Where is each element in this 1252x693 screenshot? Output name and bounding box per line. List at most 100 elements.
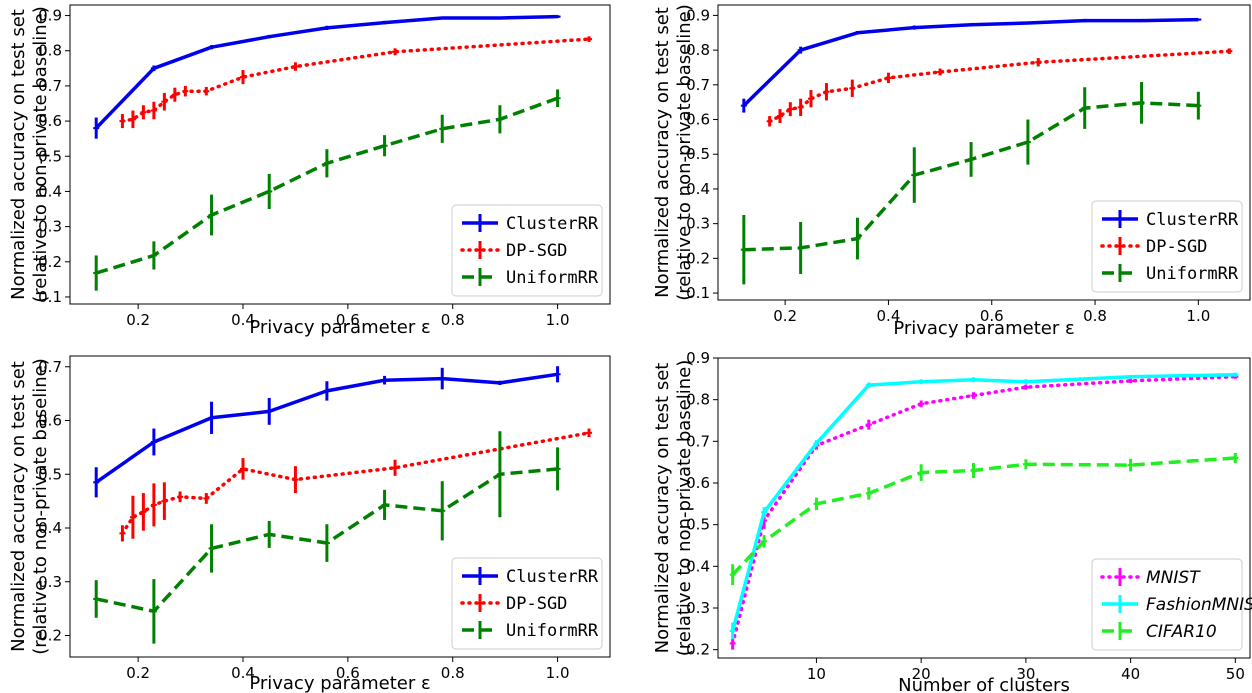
legend-box — [1091, 200, 1243, 293]
x-tick-label: 40 — [1121, 665, 1140, 683]
y-tick-label: 0.7 — [38, 77, 62, 95]
legend-label: DP-SGD — [506, 241, 567, 261]
series-uniformrr — [93, 431, 561, 644]
y-tick-label: 0.4 — [686, 180, 710, 198]
x-axis-label: Privacy parameter ε — [893, 318, 1074, 339]
y-tick-label: 0.9 — [686, 349, 710, 367]
legend-label: FashionMNIST — [1146, 595, 1252, 615]
y-tick-label: 0.3 — [38, 573, 62, 591]
y-axis-label-line-1: Normalized accuracy on test set — [652, 7, 673, 298]
y-tick-label: 0.4 — [38, 182, 62, 200]
y-axis-label-line-1: Normalized accuracy on test set — [652, 363, 673, 654]
chart-panel-top-left: 0.2 0.4 0.6 0.8 1.0 0.1 0.2 0.3 0.4 0.5 0.6 0.7 0.8 0… — [8, 4, 611, 338]
series-cifar10 — [729, 453, 1239, 586]
x-tick-label: 0.6 — [336, 664, 360, 682]
y-tick-label: 0.5 — [686, 145, 710, 163]
x-tick-label: 10 — [807, 665, 826, 683]
y-tick-label: 0.1 — [686, 284, 710, 302]
legend-label: UniformRR — [1146, 264, 1239, 284]
y-tick-label: 0.9 — [38, 7, 62, 25]
y-axis-label-line-1: Normalized accuracy on test set — [8, 9, 29, 300]
y-tick-label: 0.6 — [686, 474, 710, 492]
x-tick-label: 1.0 — [1186, 307, 1210, 325]
chart-panel-bottom-right: 10 20 30 40 50 0.2 0.3 0.4 0.5 0.6 0.7 0.8 0.9 Number… — [652, 349, 1252, 693]
x-tick-label: 0.8 — [1083, 307, 1107, 325]
plot-frame — [717, 357, 1251, 659]
legend: ClusterRR DP-SGD UniformRR — [1091, 200, 1243, 293]
x-tick-label: 0.8 — [441, 664, 465, 682]
series-clusterrr — [93, 366, 561, 498]
x-tick-label: 0.8 — [441, 311, 465, 329]
x-tick-label: 20 — [912, 665, 931, 683]
x-axis-label: Number of clusters — [898, 675, 1070, 693]
y-tick-label: 0.2 — [38, 253, 62, 271]
legend: ClusterRR DP-SGD UniformRR — [451, 204, 603, 297]
x-axis-label: Privacy parameter ε — [249, 673, 430, 693]
series-line — [120, 37, 591, 123]
plot-frame — [717, 4, 1251, 301]
y-tick-label: 0.8 — [38, 42, 62, 60]
series-line — [767, 49, 1232, 124]
y-tick-label: 0.6 — [686, 111, 710, 129]
y-tick-label: 0.7 — [686, 76, 710, 94]
x-tick-label: 0.6 — [336, 311, 360, 329]
legend: MNIST FashionMNIST CIFAR10 — [1091, 558, 1252, 651]
y-tick-label: 0.5 — [38, 147, 62, 165]
x-tick-label: 0.2 — [773, 307, 797, 325]
y-tick-label: 0.5 — [38, 465, 62, 483]
series-clusterrr — [93, 14, 561, 139]
series-line — [120, 431, 591, 536]
legend-label: UniformRR — [506, 268, 599, 288]
x-tick-label: 30 — [1016, 665, 1035, 683]
series-uniformrr — [740, 82, 1202, 285]
y-tick-label: 0.8 — [686, 391, 710, 409]
y-tick-label: 0.4 — [686, 557, 710, 575]
series-dp-sgd — [119, 428, 593, 542]
y-tick-label: 0.1 — [38, 288, 62, 306]
y-tick-label: 0.5 — [686, 516, 710, 534]
legend-label: UniformRR — [506, 621, 599, 641]
y-tick-label: 0.6 — [38, 112, 62, 130]
x-tick-label: 1.0 — [546, 311, 570, 329]
x-tick-label: 0.4 — [231, 311, 255, 329]
y-tick-label: 0.7 — [38, 358, 62, 376]
y-axis-label-line-2: (relative to non-private baseline) — [674, 360, 695, 657]
x-tick-label: 0.2 — [126, 311, 150, 329]
y-tick-label: 0.3 — [686, 599, 710, 617]
legend-box — [1091, 558, 1243, 651]
x-tick-label: 0.2 — [126, 664, 150, 682]
series-fashionmnist — [729, 372, 1239, 640]
chart-panel-bottom-left: 0.2 0.4 0.6 0.8 1.0 0.2 0.3 0.4 0.5 0.6 0.7 Privacy… — [8, 355, 611, 693]
legend-box — [451, 204, 603, 297]
y-tick-label: 0.9 — [686, 6, 710, 24]
series-uniformrr — [93, 89, 561, 291]
legend-label: ClusterRR — [506, 214, 599, 234]
y-axis-label-line-1: Normalized accuracy on test set — [8, 361, 29, 652]
x-tick-label: 0.4 — [877, 307, 901, 325]
y-tick-label: 0.2 — [38, 627, 62, 645]
series-dp-sgd — [119, 36, 593, 129]
legend-label: MNIST — [1146, 568, 1201, 588]
x-axis-label: Privacy parameter ε — [249, 317, 430, 338]
y-axis-label-line-2: (relative to non-private baseline) — [30, 358, 51, 655]
x-tick-label: 50 — [1226, 665, 1245, 683]
y-tick-label: 0.2 — [686, 641, 710, 659]
series-dp-sgd — [766, 48, 1233, 127]
y-tick-label: 0.3 — [38, 218, 62, 236]
legend-label: DP-SGD — [1146, 237, 1207, 257]
x-tick-label: 1.0 — [546, 664, 570, 682]
chart-panel-top-right: 0.2 0.4 0.6 0.8 1.0 0.1 0.2 0.3 0.4 0.5 0.6 0.7 0.8 0… — [652, 4, 1251, 339]
legend-box — [451, 557, 603, 650]
legend: ClusterRR DP-SGD UniformRR — [451, 557, 603, 650]
plot-frame — [69, 4, 611, 305]
y-tick-label: 0.8 — [686, 41, 710, 59]
legend-label: DP-SGD — [506, 594, 567, 614]
series-clusterrr — [740, 17, 1202, 113]
x-tick-label: 0.6 — [980, 307, 1004, 325]
y-tick-label: 0.4 — [38, 519, 62, 537]
y-tick-label: 0.6 — [38, 412, 62, 430]
x-tick-label: 0.4 — [231, 664, 255, 682]
y-tick-label: 0.7 — [686, 432, 710, 450]
y-axis-label-line-2: (relative to non-private baseline) — [674, 4, 695, 301]
